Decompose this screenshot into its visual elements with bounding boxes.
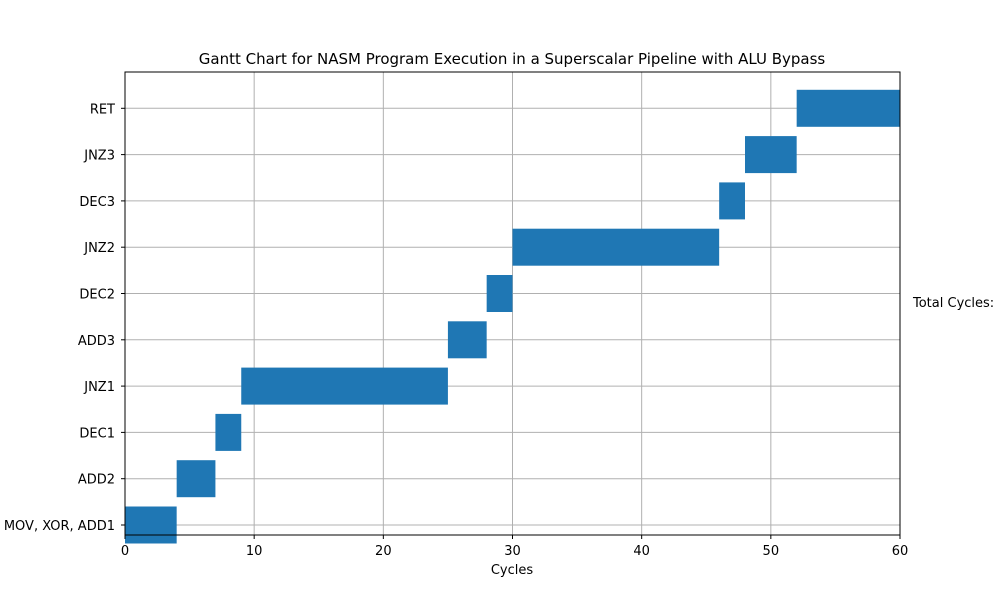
x-tick-label: 40 xyxy=(633,544,650,559)
y-tick-label: JNZ2 xyxy=(83,241,115,256)
y-tick-label: JNZ3 xyxy=(83,149,115,164)
gantt-bar xyxy=(745,136,797,174)
gantt-bar xyxy=(447,321,487,359)
x-tick-label: 30 xyxy=(504,544,521,559)
chart-title: Gantt Chart for NASM Program Execution i… xyxy=(199,50,826,68)
x-tick-label: 60 xyxy=(892,544,909,559)
gantt-bar xyxy=(215,413,242,451)
y-tick-label: DEC1 xyxy=(79,426,115,441)
x-tick-label: 0 xyxy=(121,544,129,559)
y-tick-label: DEC3 xyxy=(79,195,115,210)
y-tick-label: DEC2 xyxy=(79,288,115,303)
x-tick-label: 20 xyxy=(375,544,392,559)
x-axis-label: Cycles xyxy=(491,563,534,578)
gantt-bar xyxy=(241,367,448,405)
gantt-bar xyxy=(176,460,216,498)
gantt-bar xyxy=(512,228,720,266)
y-tick-label: ADD2 xyxy=(78,473,115,488)
gantt-bar xyxy=(719,182,745,220)
y-tick-label: ADD3 xyxy=(78,334,115,349)
x-axis-ticks: 0 10 20 30 40 50 60 xyxy=(121,535,908,559)
x-tick-label: 10 xyxy=(246,544,263,559)
gantt-bar xyxy=(486,275,513,312)
y-axis-ticks: MOV, XOR, ADD1 ADD2 DEC1 JNZ1 ADD3 DEC2 JNZ2 DE… xyxy=(4,102,125,534)
y-tick-label: MOV, XOR, ADD1 xyxy=(4,519,115,534)
y-tick-label: JNZ1 xyxy=(83,380,115,395)
total-cycles-annotation: Total Cycles: xyxy=(912,296,994,311)
gantt-bar xyxy=(125,506,177,544)
gantt-bars xyxy=(125,89,900,544)
gantt-bar xyxy=(796,89,900,127)
x-tick-label: 50 xyxy=(763,544,780,559)
y-tick-label: RET xyxy=(90,102,115,117)
